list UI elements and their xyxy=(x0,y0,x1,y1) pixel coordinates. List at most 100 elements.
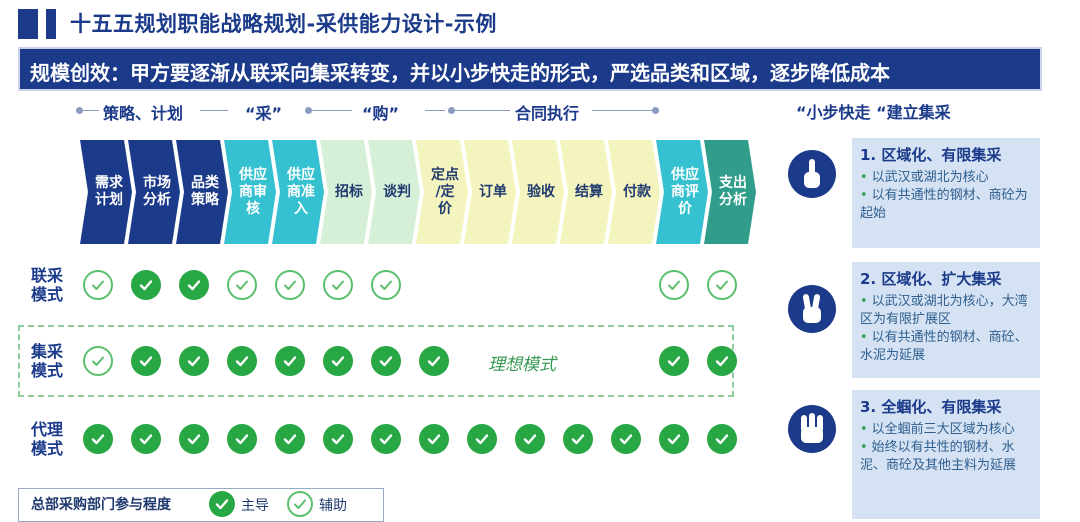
summary-banner: 规模创效：甲方要逐渐从联采向集采转变，并以小步快走的形式，严选品类和区域，逐步降… xyxy=(18,47,1042,91)
check-outline-icon xyxy=(83,346,113,376)
process-step-label: 供应 商审核 xyxy=(239,166,267,217)
check-filled-icon xyxy=(659,346,689,376)
check-filled-icon xyxy=(227,424,257,454)
three-finger-hand-icon xyxy=(788,405,836,453)
check-filled-icon xyxy=(371,346,401,376)
card-item: • 始终以有共性的钢材、水泥、商砼及其他主料为延展 xyxy=(860,440,1017,473)
process-step-label: 结算 xyxy=(575,183,603,200)
process-step: 供应 商准入 xyxy=(272,140,324,244)
check-filled-icon xyxy=(371,424,401,454)
check-outline-icon xyxy=(287,491,313,517)
check-filled-icon xyxy=(83,424,113,454)
mode-row-label: 代理 模式 xyxy=(30,420,63,458)
right-heading: “小步快走 “建立集采 xyxy=(796,103,951,122)
summary-banner-text: 规模创效：甲方要逐渐从联采向集采转变，并以小步快走的形式，严选品类和区域，逐步降… xyxy=(30,61,890,85)
mode-row-label: 集采 模式 xyxy=(30,342,63,380)
process-step: 结算 xyxy=(560,140,612,244)
process-step: 市场 分析 xyxy=(128,140,180,244)
card-title: 2. 区域化、扩大集采 xyxy=(860,270,1002,288)
legend-lead: 主导 xyxy=(241,498,269,514)
strategy-card-3: 3. 全蝈化、有限集采 • 以全蝈前三大区域为核心 • 始终以有共性的钢材、水泥、商… xyxy=(852,390,1040,519)
card-item: • 以有共通性的钢材、商砼为起始 xyxy=(860,188,1028,221)
strategy-card-1: 1. 区域化、有限集采 • 以武汉或湖北为核心 • 以有共通性的钢材、商砼为起始 xyxy=(852,138,1040,248)
check-filled-icon xyxy=(419,424,449,454)
process-step-label: 谈判 xyxy=(383,183,411,200)
page-title: 十五五规划职能战略规划-采供能力设计-示例 xyxy=(70,12,497,36)
phase-strategy: 策略、计划 xyxy=(103,104,184,123)
phase-dot xyxy=(448,107,455,114)
process-step: 定点/定价 xyxy=(416,140,468,244)
card-item: • 以武汉或湖北为核心 xyxy=(860,170,989,185)
process-step: 供应 商评价 xyxy=(656,140,708,244)
check-outline-icon xyxy=(227,270,257,300)
phase-line xyxy=(592,110,652,111)
process-step-label: 供应 商准入 xyxy=(287,166,315,217)
check-filled-icon xyxy=(131,270,161,300)
process-step: 支出 分析 xyxy=(704,140,756,244)
phase-procure: “采” xyxy=(245,104,283,123)
process-step-label: 验收 xyxy=(527,183,555,200)
card-title: 3. 全蝈化、有限集采 xyxy=(860,398,1002,416)
check-outline-icon xyxy=(707,270,737,300)
process-step-label: 支出 分析 xyxy=(719,175,747,208)
process-step: 品类 策略 xyxy=(176,140,228,244)
phase-dot xyxy=(76,107,83,114)
check-filled-icon xyxy=(707,424,737,454)
process-step-label: 付款 xyxy=(623,183,651,200)
check-filled-icon xyxy=(611,424,641,454)
process-step: 验收 xyxy=(512,140,564,244)
process-step: 招标 xyxy=(320,140,372,244)
two-finger-hand-icon xyxy=(788,285,836,333)
card-item: • 以武汉或湖北为核心，大湾区为有限扩展区 xyxy=(860,294,1028,327)
phase-line xyxy=(425,110,445,111)
check-filled-icon xyxy=(707,346,737,376)
card-item: • 以全蝈前三大区域为核心 xyxy=(860,422,1015,437)
process-step: 订单 xyxy=(464,140,516,244)
process-step-label: 品类 策略 xyxy=(191,175,219,208)
process-step-label: 需求 计划 xyxy=(95,175,123,208)
check-filled-icon xyxy=(179,270,209,300)
process-step: 谈判 xyxy=(368,140,420,244)
strategy-card-2: 2. 区域化、扩大集采 • 以武汉或湖北为核心，大湾区为有限扩展区 • 以有共通性的… xyxy=(852,262,1040,378)
check-filled-icon xyxy=(467,424,497,454)
legend-title: 总部采购部门参与程度 xyxy=(31,497,171,513)
check-filled-icon xyxy=(131,346,161,376)
phase-purchase: “购” xyxy=(362,104,400,123)
check-filled-icon xyxy=(179,346,209,376)
process-step: 需求 计划 xyxy=(80,140,132,244)
phase-line xyxy=(200,110,228,111)
mode-row-label: 联采 模式 xyxy=(30,266,63,304)
phase-dot xyxy=(652,107,659,114)
check-outline-icon xyxy=(83,270,113,300)
process-step-label: 订单 xyxy=(479,183,507,200)
phase-line xyxy=(455,110,510,111)
check-filled-icon xyxy=(209,491,235,517)
legend-assist: 辅助 xyxy=(319,498,347,514)
process-step-label: 招标 xyxy=(335,183,363,200)
phase-line xyxy=(83,110,99,111)
process-step-label: 市场 分析 xyxy=(143,175,171,208)
check-outline-icon xyxy=(371,270,401,300)
check-outline-icon xyxy=(275,270,305,300)
card-title: 1. 区域化、有限集采 xyxy=(860,146,1002,164)
check-filled-icon xyxy=(179,424,209,454)
check-filled-icon xyxy=(323,346,353,376)
title-accent-bar-small xyxy=(46,9,56,39)
title-accent-bar xyxy=(18,9,38,39)
process-step: 供应 商审核 xyxy=(224,140,276,244)
process-step-label: 定点/定价 xyxy=(431,166,459,217)
check-outline-icon xyxy=(659,270,689,300)
legend: 总部采购部门参与程度 主导 辅助 xyxy=(18,488,384,522)
check-outline-icon xyxy=(323,270,353,300)
phase-dot xyxy=(305,107,312,114)
process-step-label: 供应 商评价 xyxy=(671,166,699,217)
phase-line xyxy=(312,110,352,111)
check-filled-icon xyxy=(323,424,353,454)
one-finger-hand-icon xyxy=(788,150,836,198)
check-filled-icon xyxy=(227,346,257,376)
check-filled-icon xyxy=(275,346,305,376)
check-filled-icon xyxy=(563,424,593,454)
card-item: • 以有共通性的钢材、商砼、水泥为延展 xyxy=(860,330,1028,363)
check-filled-icon xyxy=(131,424,161,454)
process-step: 付款 xyxy=(608,140,660,244)
